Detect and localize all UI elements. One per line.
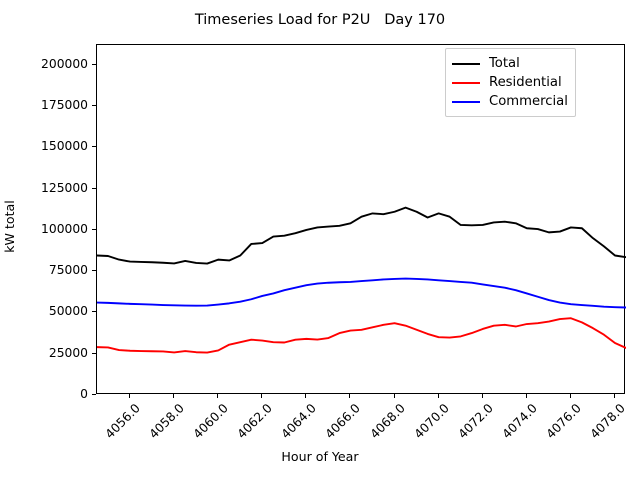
x-tick-label: 4072.0	[455, 401, 496, 442]
x-tick-mark	[393, 394, 395, 398]
y-tick-mark	[92, 146, 96, 148]
series-line-commercial	[97, 277, 626, 309]
x-tick-label: 4062.0	[234, 401, 276, 442]
y-axis-tick-labels: 0 25000 50000 75000 100000 125000 150000 175000…	[0, 0, 88, 480]
y-tick-mark	[92, 394, 96, 395]
y-tick-mark	[92, 352, 96, 354]
y-tick-label: 175000	[41, 98, 88, 113]
y-tick-label: 150000	[41, 139, 88, 154]
legend-item-commercial[interactable]: Commercial	[452, 92, 568, 111]
series-line-residential	[97, 317, 626, 354]
y-tick-label: 75000	[48, 263, 88, 278]
y-tick-label: 0	[80, 387, 88, 401]
x-axis-label: Hour of Year	[281, 449, 359, 464]
y-tick-mark	[92, 105, 96, 107]
legend-label: Commercial	[489, 94, 568, 109]
x-tick-mark	[613, 394, 615, 398]
series-line-total	[97, 206, 626, 265]
legend-swatch-commercial	[452, 100, 480, 103]
x-tick-mark	[217, 394, 219, 398]
x-tick-mark	[525, 394, 527, 398]
x-tick-label: 4078.0	[587, 401, 628, 442]
series-lines	[97, 206, 626, 354]
legend-item-total[interactable]: Total	[452, 54, 568, 73]
y-tick-mark	[92, 228, 96, 230]
legend-label: Total	[489, 56, 520, 71]
x-tick-mark	[569, 394, 571, 398]
x-tick-mark	[305, 394, 307, 398]
y-tick-label: 50000	[48, 304, 88, 319]
y-tick-mark	[92, 270, 96, 272]
x-tick-mark	[437, 394, 439, 398]
x-tick-label: 4070.0	[411, 401, 452, 442]
y-tick-mark	[92, 63, 96, 65]
x-tick-label: 4060.0	[190, 401, 232, 442]
x-tick-mark	[129, 394, 131, 398]
x-tick-label: 4068.0	[367, 401, 408, 442]
x-tick-label: 4074.0	[499, 401, 540, 442]
y-tick-label: 200000	[41, 56, 88, 71]
chart-legend: Total Residential Commercial	[445, 48, 576, 117]
x-tick-label: 4066.0	[323, 401, 364, 442]
legend-item-residential[interactable]: Residential	[452, 73, 568, 92]
y-tick-mark	[92, 187, 96, 189]
y-tick-mark	[92, 311, 96, 313]
x-tick-label: 4076.0	[543, 401, 584, 442]
x-tick-mark	[481, 394, 483, 398]
legend-label: Residential	[489, 75, 562, 90]
chart-title: Timeseries Load for P2U Day 170	[194, 12, 446, 28]
y-tick-label: 100000	[41, 221, 88, 236]
x-tick-mark	[349, 394, 351, 398]
x-tick-mark	[261, 394, 263, 398]
legend-swatch-total	[452, 62, 480, 65]
x-tick-mark	[173, 394, 175, 398]
y-tick-label: 125000	[41, 180, 88, 195]
legend-swatch-residential	[452, 81, 480, 84]
x-tick-label: 4058.0	[146, 401, 188, 442]
y-tick-label: 25000	[48, 345, 88, 360]
x-tick-label: 4064.0	[278, 401, 320, 442]
